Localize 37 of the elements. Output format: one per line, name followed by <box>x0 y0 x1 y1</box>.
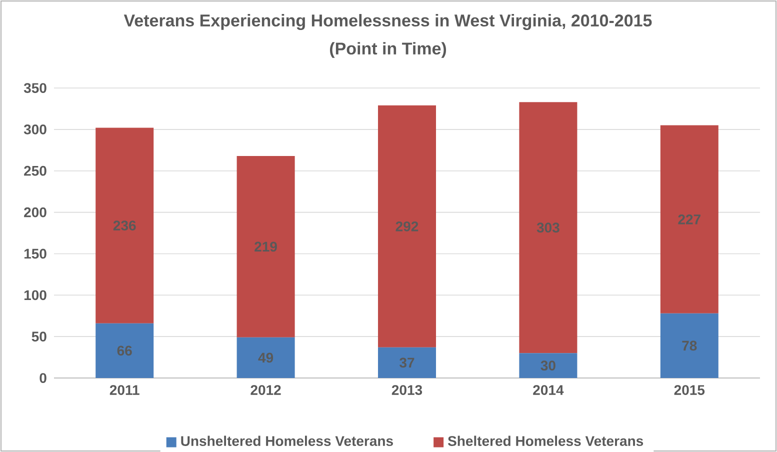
chart-subtitle: (Point in Time) <box>330 42 446 58</box>
bar <box>660 125 718 314</box>
y-tick-label: 150 <box>24 248 46 259</box>
bar <box>236 337 295 378</box>
bar <box>519 102 578 354</box>
y-tick-label: 200 <box>24 207 46 218</box>
bar <box>378 105 436 348</box>
x-tick-label: 2015 <box>674 385 705 395</box>
data-label: 236 <box>113 220 136 231</box>
legend-label: Sheltered Homeless Veterans <box>448 436 644 446</box>
legend-label: Unsheltered Homeless Veterans <box>181 436 393 446</box>
data-label: 227 <box>678 214 700 224</box>
y-tick-label: 350 <box>24 83 46 93</box>
bar <box>660 313 718 378</box>
data-label: 66 <box>117 346 132 356</box>
data-label: 78 <box>682 340 697 351</box>
data-label: 30 <box>540 360 556 371</box>
y-tick-label: 50 <box>32 332 46 342</box>
data-label: 37 <box>400 358 414 368</box>
bar <box>96 323 154 378</box>
x-tick-label: 2012 <box>250 385 281 395</box>
chart-title: Veterans Experiencing Homelessness in West Virginia, 2010-2015 <box>124 14 652 30</box>
y-tick-label: 0 <box>40 373 46 383</box>
bar <box>378 347 436 378</box>
data-label: 303 <box>536 222 560 233</box>
x-tick-label: 2014 <box>533 385 564 395</box>
y-tick-label: 100 <box>24 290 46 300</box>
y-tick-label: 300 <box>24 124 46 134</box>
bar <box>96 128 154 324</box>
y-tick-label: 250 <box>24 166 46 176</box>
x-tick-label: 2011 <box>110 385 140 395</box>
x-tick-label: 2013 <box>392 385 422 395</box>
data-label: 219 <box>254 242 277 252</box>
data-label: 292 <box>396 221 418 232</box>
bar <box>236 156 295 338</box>
bar <box>519 353 578 378</box>
data-label: 49 <box>258 352 274 363</box>
